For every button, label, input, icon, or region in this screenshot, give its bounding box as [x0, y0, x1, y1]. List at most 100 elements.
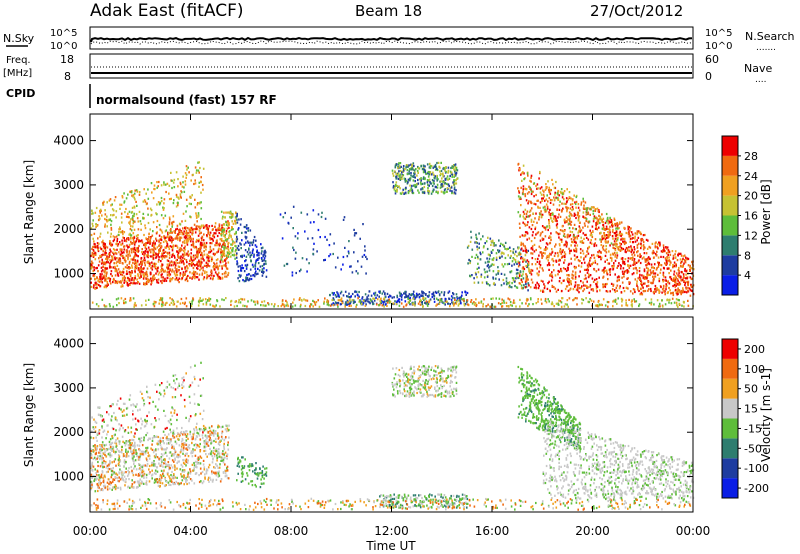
scatter-cell	[142, 251, 145, 254]
scatter-cell	[175, 276, 178, 279]
scatter-cell	[223, 252, 226, 255]
scatter-cell	[478, 301, 480, 304]
scatter-cell	[571, 240, 573, 243]
scatter-cell	[624, 269, 627, 273]
scatter-cell	[254, 267, 257, 270]
scatter-cell	[253, 275, 256, 278]
scatter-cell	[394, 164, 397, 167]
scatter-cell	[113, 277, 115, 280]
scatter-cell	[402, 188, 404, 191]
scatter-cell	[427, 183, 429, 186]
scatter-cell	[168, 254, 171, 257]
scatter-cell	[192, 245, 195, 248]
scatter-cell	[540, 251, 543, 254]
scatter-cell	[137, 281, 139, 284]
scatter-cell	[309, 221, 312, 224]
scatter-cell	[120, 248, 123, 251]
scatter-cell	[585, 236, 588, 239]
scatter-cell	[559, 276, 561, 280]
scatter-cell	[520, 287, 523, 290]
scatter-cell	[132, 261, 134, 264]
scatter-cell	[610, 220, 612, 223]
scatter-cell	[587, 286, 589, 289]
scatter-cell	[99, 278, 102, 281]
scatter-cell	[519, 253, 522, 256]
scatter-cell	[239, 265, 241, 268]
scatter-cell	[154, 188, 156, 191]
scatter-cell	[548, 268, 550, 271]
scatter-cell	[150, 277, 152, 280]
scatter-cell	[440, 190, 443, 193]
scatter-cell	[320, 215, 323, 219]
scatter-cell	[650, 289, 652, 293]
scatter-cell	[439, 180, 441, 183]
scatter-cell	[672, 279, 674, 282]
scatter-cell	[179, 232, 181, 235]
scatter-cell	[440, 161, 442, 164]
scatter-cell	[400, 295, 403, 299]
scatter-cell	[368, 301, 370, 304]
scatter-cell	[214, 263, 216, 266]
scatter-cell	[182, 175, 184, 178]
scatter-cell	[135, 200, 137, 203]
scatter-cell	[682, 287, 684, 290]
scatter-cell	[410, 187, 413, 190]
cpid-label: CPID	[6, 87, 35, 100]
scatter-cell	[607, 278, 609, 281]
scatter-cell	[184, 279, 187, 282]
scatter-cell	[240, 267, 242, 270]
scatter-cell	[642, 234, 645, 237]
scatter-cell	[623, 226, 625, 229]
scatter-cell	[115, 216, 117, 219]
scatter-cell	[243, 280, 246, 283]
scatter-cell	[523, 258, 526, 261]
scatter-cell	[145, 237, 147, 240]
scatter-cell	[207, 230, 210, 233]
scatter-cell	[171, 239, 173, 242]
scatter-cell	[394, 189, 397, 193]
scatter-cell	[476, 241, 478, 245]
scatter-cell	[553, 254, 556, 257]
scatter-cell	[685, 273, 687, 276]
scatter-cell	[324, 235, 326, 239]
scatter-cell	[200, 201, 202, 204]
scatter-cell	[223, 250, 225, 253]
scatter-cell	[104, 245, 107, 248]
scatter-cell	[606, 236, 608, 239]
scatter-cell	[153, 253, 156, 256]
scatter-cell	[578, 275, 580, 278]
scatter-cell	[101, 258, 103, 261]
scatter-cell	[199, 262, 201, 265]
scatter-cell	[665, 260, 668, 264]
scatter-cell	[140, 222, 142, 225]
scatter-cell	[338, 294, 340, 297]
scatter-cell	[188, 228, 191, 231]
scatter-cell	[394, 166, 397, 169]
scatter-cell	[537, 199, 539, 202]
scatter-cell	[135, 213, 138, 216]
scatter-cell	[517, 260, 519, 263]
scatter-cell	[392, 181, 394, 184]
scatter-cell	[120, 216, 123, 219]
scatter-cell	[177, 254, 179, 257]
scatter-cell	[648, 245, 651, 248]
scatter-cell	[174, 266, 177, 269]
scatter-cell	[156, 246, 159, 249]
scatter-cell	[568, 274, 571, 277]
scatter-cell	[120, 203, 123, 206]
scatter-cell	[542, 289, 544, 292]
scatter-cell	[399, 165, 401, 168]
scatter-cell	[180, 196, 182, 199]
scatter-cell	[240, 269, 242, 272]
scatter-cell	[651, 282, 653, 285]
scatter-cell	[202, 167, 205, 170]
scatter-cell	[592, 280, 595, 283]
scatter-cell	[625, 241, 627, 244]
scatter-cell	[427, 302, 430, 305]
scatter-cell	[547, 282, 549, 285]
scatter-cell	[224, 234, 226, 237]
scatter-cell	[137, 267, 140, 270]
scatter-cell	[587, 269, 589, 272]
scatter-cell	[409, 178, 411, 181]
scatter-cell	[574, 202, 577, 206]
